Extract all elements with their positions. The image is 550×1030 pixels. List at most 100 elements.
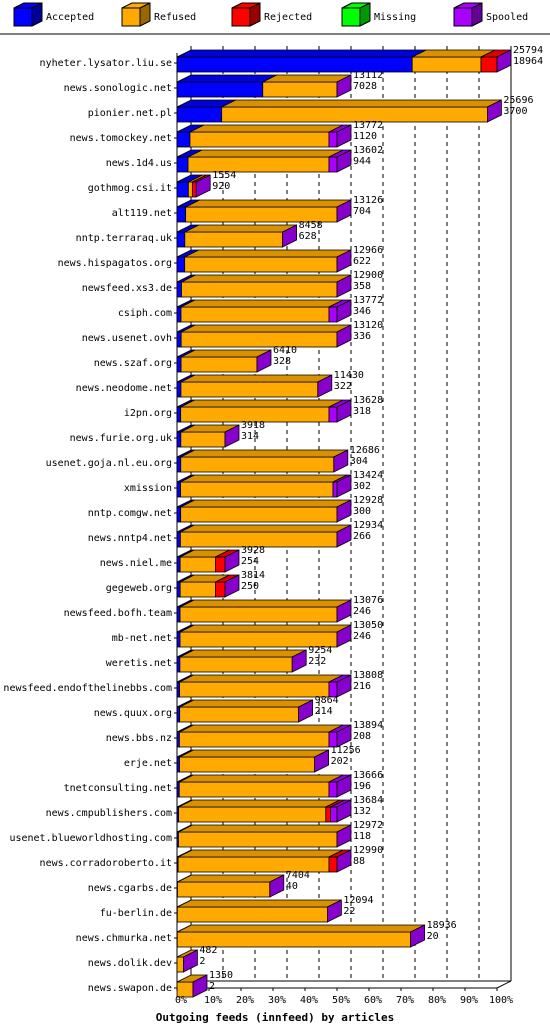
bar-segment: [176, 706, 181, 723]
bar-value-accepted: 920: [212, 181, 230, 192]
x-axis-label: Outgoing feeds (innfeed) by articles: [156, 1011, 394, 1024]
bar-value-offered: 13112: [353, 70, 383, 81]
bar-end-cap: [336, 774, 352, 798]
bar-end-cap: [336, 199, 352, 223]
bar-end-cap: [336, 274, 352, 298]
row-label: news.cmpublishers.com: [46, 808, 172, 819]
bar-segment-top: [177, 874, 284, 883]
bar-end-cap: [224, 549, 240, 573]
row-label: usenet.goja.nl.eu.org: [46, 458, 172, 469]
bar-segment: [189, 131, 330, 148]
bar-segment: [214, 556, 226, 573]
bar-segment: [176, 81, 264, 98]
x-axis: 0% 10% 20% 30% 40% 50% 60% 70% 80% 90% 100%: [175, 988, 513, 1006]
bar-segment: [176, 156, 189, 173]
bar-value-offered: 12990: [353, 845, 383, 856]
bar-value-accepted: 622: [353, 256, 371, 267]
bar-value-offered: 13628: [353, 395, 383, 406]
bar-value-accepted: 246: [353, 606, 371, 617]
bar-value-offered: 1350: [209, 970, 233, 981]
bar-segment-top: [179, 599, 352, 608]
bar-end-cap: [298, 699, 314, 723]
row-label: csiph.com: [118, 308, 172, 319]
bar-value-offered: 9254: [308, 645, 332, 656]
row-label: gothmog.csi.it: [88, 183, 172, 194]
bar-value-accepted: 118: [353, 831, 371, 842]
bar-segment: [180, 456, 335, 473]
legend-label: Accepted: [46, 12, 94, 23]
bar-segment: [176, 956, 184, 973]
bar-segment: [179, 581, 216, 598]
x-tick-label: 60%: [364, 995, 382, 1006]
bar-value-accepted: 250: [241, 581, 259, 592]
bar-segment-top: [185, 199, 352, 208]
bar-end-cap: [336, 599, 352, 623]
bar-segment: [180, 381, 319, 398]
bar-end-cap: [282, 224, 298, 248]
bar-end-cap: [195, 174, 211, 198]
bar-value-accepted: 132: [353, 806, 371, 817]
bar-value-offered: 11430: [334, 370, 364, 381]
bar-segment-top: [176, 49, 427, 58]
bar-segment: [177, 881, 271, 898]
bar-segment: [179, 556, 216, 573]
row-label: news.hispagatos.org: [58, 258, 172, 269]
bar-value-offered: 3928: [241, 545, 265, 556]
legend: Accepted Refused Rejected Missing Spooled: [13, 2, 528, 27]
x-tick-label: 70%: [396, 995, 414, 1006]
bar-value-offered: 12934: [353, 520, 383, 531]
bar-segment-top: [180, 349, 272, 358]
bar-end-cap: [336, 124, 352, 148]
row-label: i2pn.org: [124, 408, 172, 419]
bar-end-cap: [317, 374, 333, 398]
bar-segment: [180, 356, 258, 373]
bar-end-cap: [336, 674, 352, 698]
row-label: news.niel.me: [100, 558, 172, 569]
bar-value-accepted: 318: [353, 406, 371, 417]
bar-segment: [176, 181, 189, 198]
bar-value-offered: 25696: [503, 95, 533, 106]
bar-segment-top: [180, 374, 332, 383]
bar-segment: [176, 631, 181, 648]
row-label: pionier.net.pl: [88, 108, 172, 119]
bar-end-cap: [486, 99, 502, 123]
bar-value-accepted: 246: [353, 631, 371, 642]
bar-end-cap: [192, 974, 208, 998]
bar-end-cap: [256, 349, 272, 373]
bar-segment: [178, 781, 330, 798]
bar-value-accepted: 704: [353, 206, 371, 217]
bar-segment: [328, 306, 338, 323]
bar-value-accepted: 1120: [353, 131, 377, 142]
row-label: mb-net.net: [112, 633, 172, 644]
bar-value-offered: 13424: [353, 470, 383, 481]
bar-value-offered: 13126: [353, 195, 383, 206]
bar-segment: [187, 181, 193, 198]
bar-segment: [325, 806, 331, 823]
bar-segment: [180, 506, 338, 523]
x-tick-label: 20%: [236, 995, 254, 1006]
row-label: news.corradoroberto.it: [40, 858, 172, 869]
bar-value-offered: 25794: [513, 45, 543, 56]
bar-value-accepted: 2: [209, 981, 215, 992]
row-label: nyheter.lysator.liu.se: [40, 58, 172, 69]
bar-segment: [176, 531, 181, 548]
bar-value-accepted: 232: [308, 656, 326, 667]
bar-value-offered: 13666: [353, 770, 383, 781]
bar-segment-top: [178, 824, 352, 833]
